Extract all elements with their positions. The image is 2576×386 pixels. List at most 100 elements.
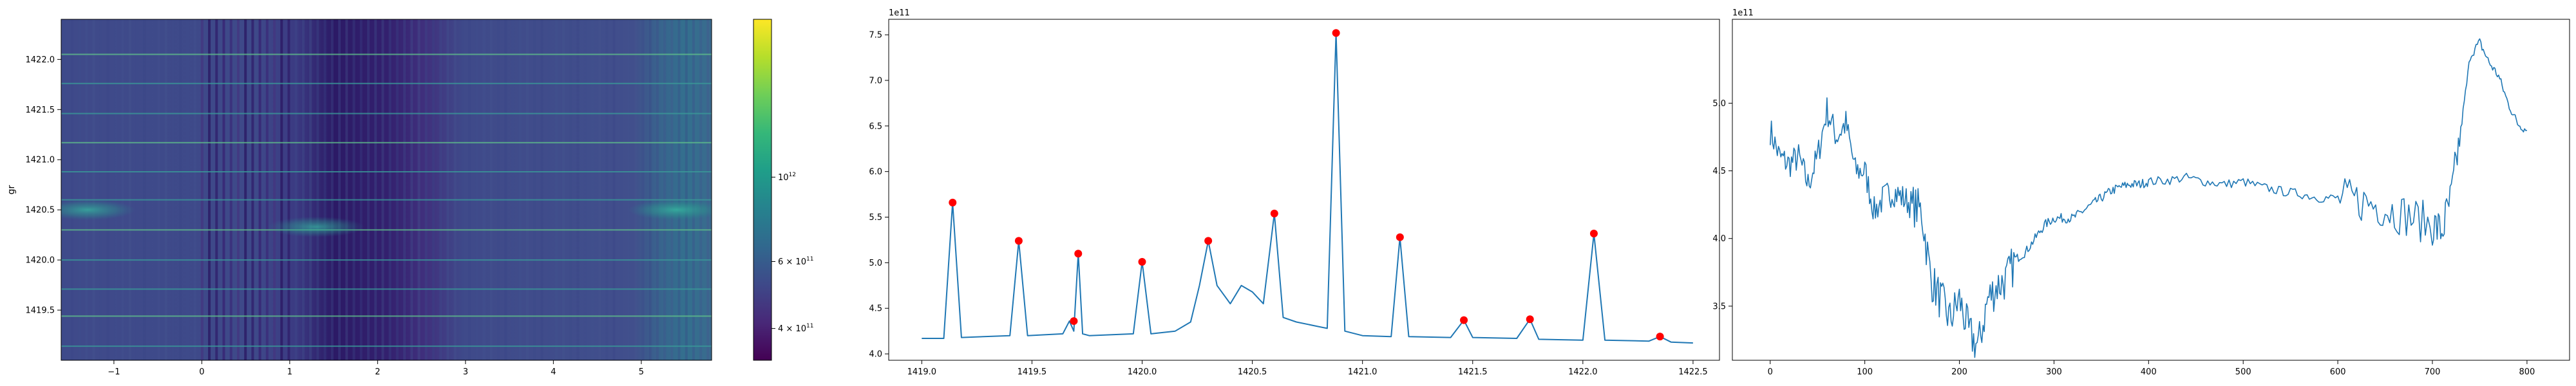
peaks-y-ticks: 4.0 4.5 5.0 5.5 6.0 6.5 7.0 7.5: [869, 31, 889, 360]
heatmap-stripe: [670, 19, 674, 360]
x-tick-label: 1420.5: [1238, 367, 1267, 377]
x-tick-label: 4: [551, 367, 556, 377]
peak-marker: [1074, 250, 1083, 258]
y-tick-label: 7.5: [869, 31, 882, 41]
heatmap-stripe: [692, 19, 695, 360]
heatmap-stripe: [576, 19, 580, 360]
timeseries-panel: 0 100 200 300 400 500 600 700 800 3.5 4.0 4.5 5.0 1…: [1712, 8, 2570, 377]
y-tick-label: 4.5: [869, 304, 882, 314]
colorbar-gradient-bar: [753, 19, 772, 361]
peaks-panel: 1419.0 1419.5 1420.0 1420.5 1421.0 1421.5 1422…: [869, 8, 1720, 377]
heatmap-stripe: [627, 19, 630, 360]
heatmap-stripe: [366, 19, 370, 360]
heatmap-panel: −1 0 1 2 3 4 5 1419.51420.01420.51421.01421.51…: [6, 19, 712, 377]
heatmap-stripe: [171, 19, 175, 360]
heatmap-stripe: [388, 19, 392, 360]
heatmap-blob: [628, 199, 712, 221]
heatmap-stripe: [229, 19, 232, 360]
x-tick-label: 1422.0: [1568, 367, 1598, 377]
x-tick-label: 700: [2425, 367, 2441, 377]
heatmap-stripe: [359, 19, 363, 360]
x-tick-label: 500: [2235, 367, 2251, 377]
heatmap-stripe: [179, 19, 182, 360]
y-tick-label: 1421.5: [26, 106, 55, 115]
heatmap-stripe: [620, 19, 623, 360]
heatmap-stripe: [280, 19, 283, 360]
heatmap-stripe: [547, 19, 551, 360]
colorbar-ticks: 4 × 1011 6 × 1011 1012: [772, 172, 813, 334]
peak-marker: [1204, 237, 1213, 245]
colorbar-tick-label: 4 × 1011: [778, 323, 813, 334]
peak-marker: [1138, 257, 1146, 266]
colorbar-tick-label: 1012: [778, 172, 796, 183]
peak-marker: [1589, 230, 1598, 238]
peak-marker: [1070, 317, 1078, 326]
heatmap-stripe: [294, 19, 298, 360]
x-tick-label: 200: [1951, 367, 1967, 377]
heatmap-stripe: [504, 19, 507, 360]
timeseries-x-ticks: 0 100 200 300 400 500 600 700 800: [1768, 360, 2535, 377]
heatmap-stripe: [431, 19, 435, 360]
heatmap-stripe: [128, 19, 131, 360]
heatmap-stripe: [186, 19, 189, 360]
x-tick-label: 1420.0: [1128, 367, 1157, 377]
x-tick-label: 0: [199, 367, 204, 377]
heatmap-stripe: [200, 19, 204, 360]
heatmap-stripe: [208, 19, 211, 360]
heatmap-stripe: [106, 19, 109, 360]
heatmap-stripe: [244, 19, 247, 360]
heatmap-stripe: [164, 19, 167, 360]
heatmap-stripe: [489, 19, 493, 360]
heatmap-stripe: [663, 19, 667, 360]
heatmap-stripe: [374, 19, 377, 360]
heatmap-blob: [61, 199, 136, 221]
y-tick-label: 1419.5: [26, 306, 55, 316]
heatmap-stripe: [475, 19, 478, 360]
x-tick-label: 0: [1768, 367, 1773, 377]
heatmap-horizontal-lines: [61, 53, 712, 347]
heatmap-stripe: [395, 19, 399, 360]
heatmap-stripe: [569, 19, 573, 360]
heatmap-stripe: [157, 19, 160, 360]
colorbar: 4 × 1011 6 × 1011 1012: [753, 19, 813, 361]
heatmap-stripe: [598, 19, 601, 360]
heatmap-stripe: [526, 19, 529, 360]
heatmap-stripe: [301, 19, 305, 360]
timeseries-y-ticks: 3.5 4.0 4.5 5.0: [1712, 99, 1732, 311]
heatmap-stripe: [150, 19, 153, 360]
peak-marker: [1526, 315, 1534, 324]
heatmap-stripe: [460, 19, 464, 360]
heatmap-stripe: [215, 19, 218, 360]
heatmap-stripe: [605, 19, 609, 360]
heatmap-stripe: [143, 19, 146, 360]
y-tick-label: 3.5: [1712, 302, 1726, 311]
y-tick-label: 1422.0: [26, 55, 55, 65]
y-tick-label: 5.0: [1712, 99, 1726, 109]
x-tick-label: 1422.5: [1678, 367, 1708, 377]
heatmap-stripe: [540, 19, 544, 360]
heatmap-stripe: [193, 19, 196, 360]
x-tick-label: 1419.5: [1018, 367, 1047, 377]
x-tick-label: −1: [108, 367, 120, 377]
heatmap-stripe: [114, 19, 117, 360]
heatmap-stripe: [63, 19, 66, 360]
heatmap-stripe: [446, 19, 450, 360]
y-tick-label: 7.0: [869, 76, 882, 86]
heatmap-stripe: [352, 19, 355, 360]
series-line: [922, 32, 1693, 344]
heatmap-stripe: [641, 19, 645, 360]
peak-marker: [1460, 316, 1468, 324]
heatmap-stripe: [634, 19, 638, 360]
heatmap-stripe: [562, 19, 565, 360]
series-line: [1770, 38, 2528, 358]
x-tick-label: 800: [2519, 367, 2535, 377]
heatmap-stripe: [497, 19, 500, 360]
heatmap-stripe: [706, 19, 710, 360]
heatmap-stripe: [309, 19, 312, 360]
heatmap-stripe: [518, 19, 522, 360]
heatmap-stripe: [338, 19, 341, 360]
heatmap-stripe: [591, 19, 594, 360]
heatmap-stripe: [99, 19, 102, 360]
heatmap-stripe: [677, 19, 681, 360]
heatmap-stripe: [649, 19, 652, 360]
